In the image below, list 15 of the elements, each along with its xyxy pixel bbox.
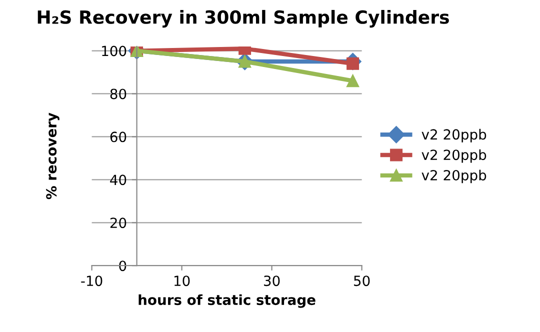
- legend-label: v2 20ppb: [422, 149, 486, 163]
- x-tick-label: 50: [354, 276, 370, 286]
- x-tick-label: -10: [81, 276, 102, 286]
- y-tick-label: 40: [110, 174, 126, 186]
- legend-label: v2 20ppb: [422, 128, 486, 142]
- y-axis-title: % recovery: [46, 112, 60, 200]
- legend-label: v2 20ppb: [422, 170, 486, 184]
- x-tick-label: 10: [174, 276, 190, 286]
- y-tick-label: 80: [110, 88, 126, 100]
- y-tick-label: 20: [110, 218, 126, 228]
- y-tick-label: 100: [102, 46, 126, 56]
- y-tick-label: 60: [110, 132, 126, 142]
- chart-title: H₂S Recovery in 300ml Sample Cylinders: [38, 10, 449, 28]
- x-tick-label: 30: [264, 276, 280, 286]
- x-axis-title: hours of static storage: [138, 294, 316, 308]
